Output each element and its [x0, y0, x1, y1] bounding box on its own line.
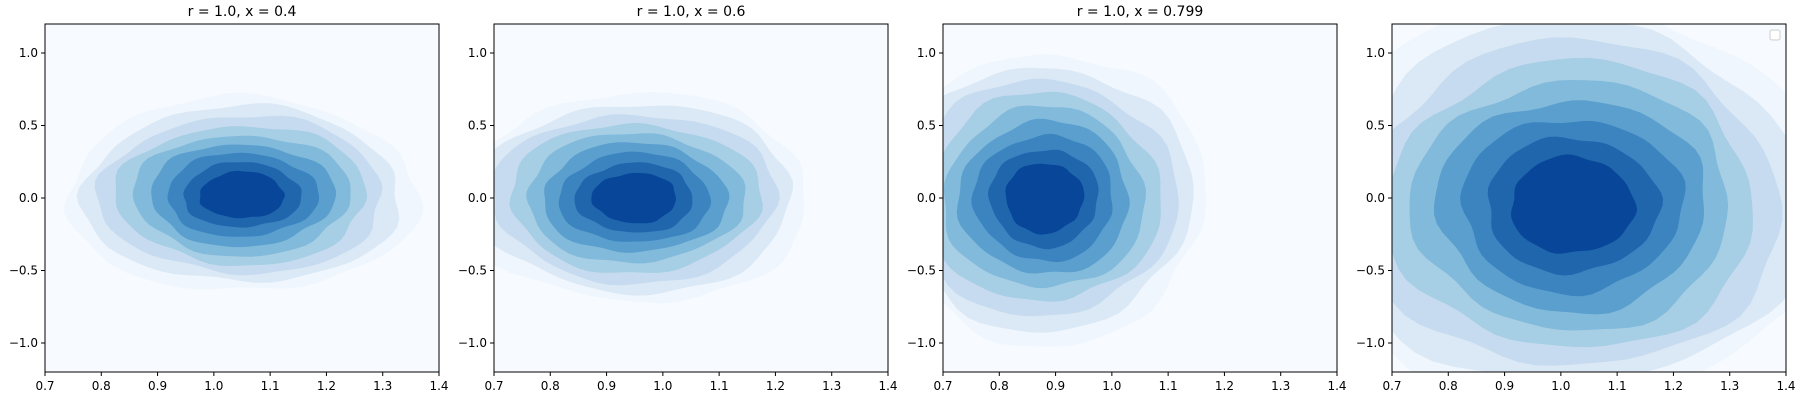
- contour-level-9: [1510, 154, 1638, 254]
- y-tick-label: 0.0: [468, 191, 487, 205]
- y-tick-label: 0.5: [468, 119, 487, 133]
- y-tick-label: 1.0: [19, 46, 38, 60]
- x-tick-label: 1.4: [1327, 379, 1346, 393]
- chart-title: r = 1.0, x = 0.6: [637, 4, 746, 20]
- contour-level-9: [1005, 163, 1085, 235]
- x-tick-label: 1.4: [878, 379, 897, 393]
- x-tick-label: 0.8: [541, 379, 560, 393]
- x-tick-label: 1.4: [429, 379, 448, 393]
- x-tick-label: 1.1: [1159, 379, 1178, 393]
- x-tick-label: 0.7: [35, 379, 54, 393]
- y-tick-label: −0.5: [458, 264, 487, 278]
- x-tick-label: 1.1: [710, 379, 729, 393]
- x-tick-label: 1.3: [1271, 379, 1290, 393]
- x-tick-label: 0.9: [1046, 379, 1065, 393]
- y-tick-label: −0.5: [9, 264, 38, 278]
- y-tick-label: 1.0: [1366, 46, 1385, 60]
- x-tick-label: 0.7: [933, 379, 952, 393]
- y-tick-label: −1.0: [907, 336, 936, 350]
- x-tick-label: 0.7: [1382, 379, 1401, 393]
- contour-fill: [1392, 24, 1786, 372]
- y-tick-label: 0.0: [917, 191, 936, 205]
- x-tick-label: 0.9: [1495, 379, 1514, 393]
- x-tick-label: 0.8: [92, 379, 111, 393]
- x-tick-label: 1.0: [653, 379, 672, 393]
- y-tick-label: 0.5: [19, 119, 38, 133]
- x-tick-label: 1.3: [1720, 379, 1739, 393]
- y-tick-label: 0.5: [917, 119, 936, 133]
- y-tick-label: −1.0: [1356, 336, 1385, 350]
- contour-level-9: [199, 170, 285, 219]
- legend-box: [1769, 29, 1781, 41]
- y-tick-label: 0.5: [1366, 119, 1385, 133]
- y-tick-label: 1.0: [917, 46, 936, 60]
- x-tick-label: 1.3: [373, 379, 392, 393]
- x-tick-label: 0.9: [597, 379, 616, 393]
- chart-panel-1: 0.7 0.8 0.9 1.0 1.1 1.2 1.3 1.4 −1.0 −0.5 0.0 0.5 1.…: [9, 4, 449, 393]
- y-tick-label: 1.0: [468, 46, 487, 60]
- x-tick-label: 1.4: [1776, 379, 1795, 393]
- x-tick-label: 1.0: [204, 379, 223, 393]
- x-tick-label: 1.0: [1551, 379, 1570, 393]
- x-tick-label: 1.1: [1608, 379, 1627, 393]
- contour-fill: [494, 92, 805, 304]
- y-tick-label: −1.0: [458, 336, 487, 350]
- contour-fill: [943, 54, 1207, 347]
- x-tick-label: 1.2: [766, 379, 785, 393]
- x-tick-label: 1.1: [261, 379, 280, 393]
- x-tick-label: 1.2: [317, 379, 336, 393]
- x-tick-label: 1.0: [1102, 379, 1121, 393]
- y-tick-label: −0.5: [1356, 264, 1385, 278]
- x-tick-label: 0.8: [990, 379, 1009, 393]
- chart-title: r = 1.0, x = 0.4: [188, 4, 297, 20]
- chart-panel-2: 0.7 0.8 0.9 1.0 1.1 1.2 1.3 1.4 −1.0 −0.5 0.0 0.5 1.…: [458, 4, 898, 393]
- y-tick-label: −0.5: [907, 264, 936, 278]
- contour-level-9: [591, 172, 676, 224]
- chart-panel-4: 0.7 0.8 0.9 1.0 1.1 1.2 1.3 1.4 −1.0 −0.5 0.0 0.5 1.…: [1356, 23, 1796, 393]
- contour-fill: [64, 92, 424, 290]
- y-tick-label: −1.0: [9, 336, 38, 350]
- chart-panel-3: 0.7 0.8 0.9 1.0 1.1 1.2 1.3 1.4 −1.0 −0.5 0.0 0.5 1.…: [907, 4, 1347, 393]
- x-tick-label: 1.3: [822, 379, 841, 393]
- x-tick-label: 0.9: [148, 379, 167, 393]
- x-tick-label: 1.2: [1664, 379, 1683, 393]
- y-tick-label: 0.0: [1366, 191, 1385, 205]
- x-tick-label: 1.2: [1215, 379, 1234, 393]
- chart-title: r = 1.0, x = 0.799: [1077, 4, 1204, 20]
- x-tick-label: 0.8: [1439, 379, 1458, 393]
- x-tick-label: 0.7: [484, 379, 503, 393]
- y-tick-label: 0.0: [19, 191, 38, 205]
